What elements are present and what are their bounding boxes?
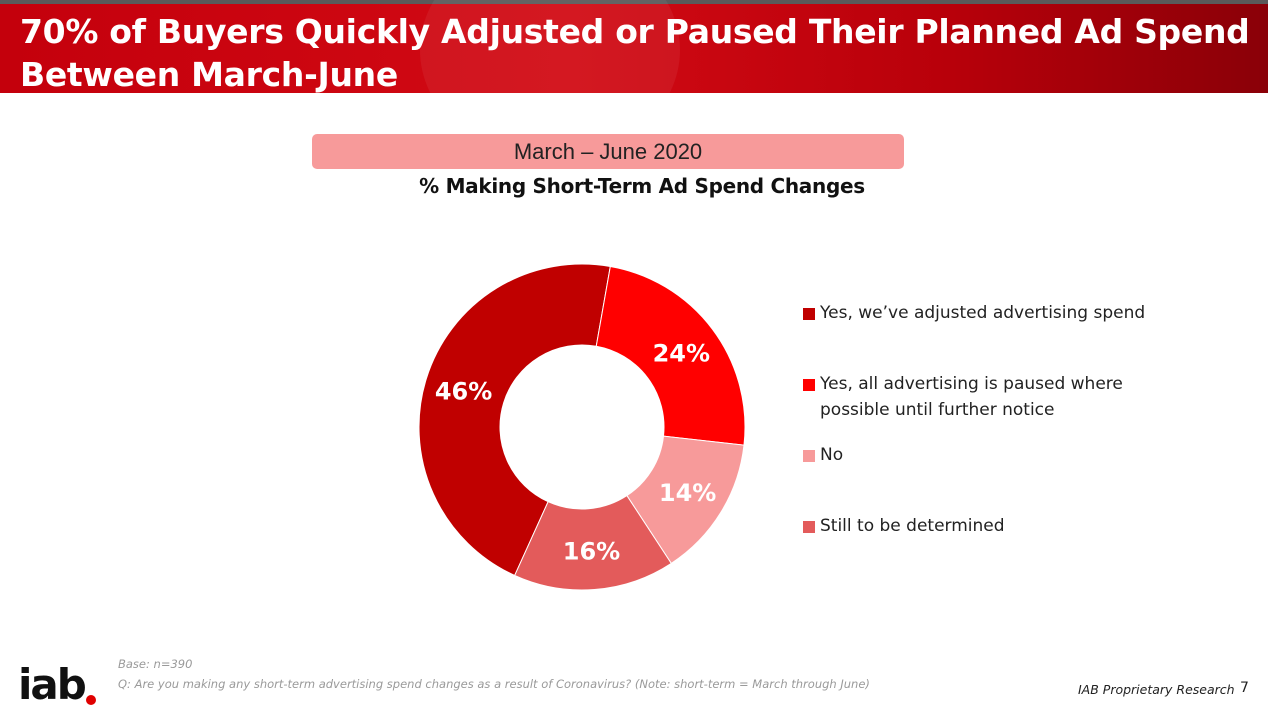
data-label-adjusted: 46% xyxy=(435,377,492,405)
slice-paused xyxy=(595,265,746,446)
legend-label-adjusted: Yes, we’ve adjusted advertising spend xyxy=(820,303,1146,323)
legend-swatch-no xyxy=(803,450,815,462)
legend-item-tbd: Still to be determined xyxy=(803,513,1163,539)
page-number: 7 xyxy=(1240,680,1249,696)
period-banner: March – June 2020 xyxy=(312,134,904,169)
legend-label-tbd: Still to be determined xyxy=(820,516,1005,536)
data-label-tbd: 16% xyxy=(563,538,620,566)
slide-title: 70% of Buyers Quickly Adjusted or Paused… xyxy=(20,12,1250,93)
slice-adjusted xyxy=(418,263,611,577)
legend-item-paused: Yes, all advertising is paused where pos… xyxy=(803,371,1163,423)
legend-item-adjusted: Yes, we’ve adjusted advertising spend xyxy=(803,300,1163,326)
question-note: Q: Are you making any short-term adverti… xyxy=(118,677,870,691)
iab-logo-dot xyxy=(86,695,96,705)
legend-swatch-paused xyxy=(803,379,815,391)
slice-tbd xyxy=(514,494,672,591)
iab-logo: iab xyxy=(18,660,87,709)
chart-title: % Making Short-Term Ad Spend Changes xyxy=(419,174,865,198)
legend-swatch-adjusted xyxy=(803,308,815,320)
legend-label-paused: Yes, all advertising is paused where pos… xyxy=(820,374,1123,420)
legend-label-no: No xyxy=(820,445,844,465)
legend-swatch-tbd xyxy=(803,521,815,533)
data-label-no: 14% xyxy=(659,479,716,507)
donut-chart: 46% 24% 14% 16% xyxy=(418,263,746,591)
slide-header: 70% of Buyers Quickly Adjusted or Paused… xyxy=(0,0,1268,93)
source-label: IAB Proprietary Research xyxy=(1078,682,1235,697)
data-label-paused: 24% xyxy=(653,340,710,368)
legend-item-no: No xyxy=(803,442,1163,468)
base-note: Base: n=390 xyxy=(118,657,193,671)
